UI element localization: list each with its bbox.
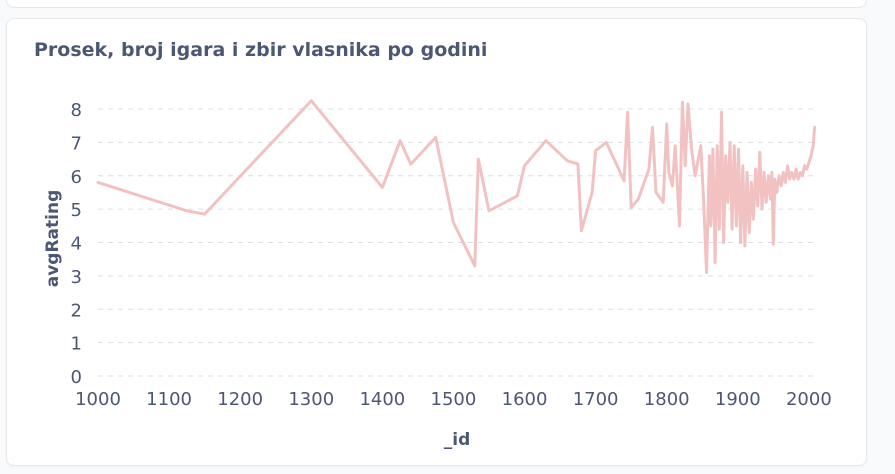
x-tick-label: 1800 <box>644 389 690 410</box>
x-tick-label: 1000 <box>75 389 121 410</box>
x-tick-label: 1600 <box>502 389 548 410</box>
x-tick-label: 1400 <box>359 389 405 410</box>
y-axis-label: avgRating <box>43 190 63 288</box>
y-tick-label: 1 <box>71 334 82 355</box>
y-tick-label: 6 <box>71 167 82 188</box>
y-tick-label: 7 <box>71 133 82 154</box>
x-tick-label: 1300 <box>288 389 334 410</box>
x-tick-label: 2000 <box>786 389 832 410</box>
y-tick-label: 5 <box>71 200 82 221</box>
y-tick-label: 3 <box>71 267 82 288</box>
y-tick-label: 8 <box>71 100 82 121</box>
card-title[interactable]: Prosek, broj igara i zbir vlasnika po go… <box>34 39 488 61</box>
x-tick-label: 1500 <box>431 389 477 410</box>
y-tick-label: 2 <box>71 300 82 321</box>
y-tick-label: 0 <box>71 367 82 388</box>
x-tick-label: 1700 <box>573 389 619 410</box>
series-line-0 <box>96 99 817 274</box>
x-tick-label: 1900 <box>715 389 761 410</box>
x-tick-label: 1100 <box>146 389 192 410</box>
x-tick-label: 1200 <box>217 389 263 410</box>
x-axis-label: _id <box>444 430 471 450</box>
y-tick-label: 4 <box>71 234 82 255</box>
